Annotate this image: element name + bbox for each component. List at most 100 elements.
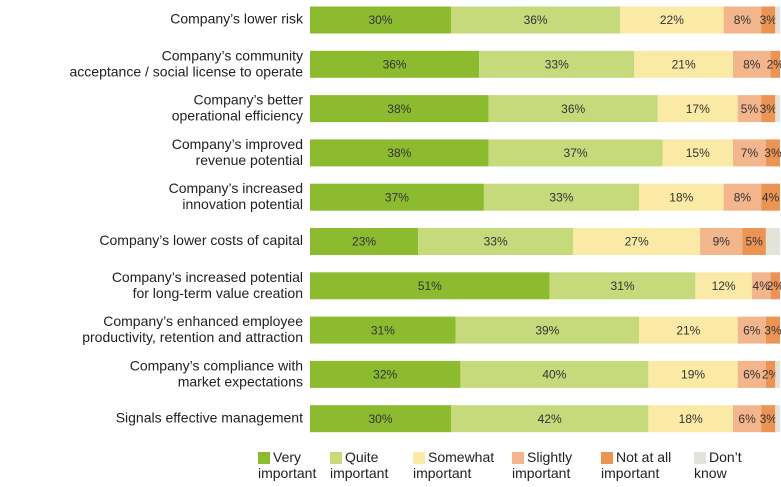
bar-segment	[310, 316, 456, 344]
value-label: 22%	[660, 13, 684, 27]
bar-segment	[765, 360, 776, 388]
value-label: 33%	[549, 190, 573, 204]
category-label: Company’s community acceptance / social l…	[70, 47, 304, 79]
bar-segment	[479, 50, 635, 78]
bar-segment	[775, 405, 780, 433]
category-label: Company’s increased innovation potential	[169, 180, 303, 212]
legend-swatch	[330, 452, 342, 464]
value-label: 39%	[535, 323, 559, 337]
bar-segment	[733, 405, 762, 433]
bar-segment	[418, 228, 574, 255]
category-label: Company’s better operational efficiency	[172, 91, 304, 123]
value-label: 3%	[764, 323, 781, 337]
bar-segment	[455, 316, 639, 344]
bar-segment	[700, 228, 743, 255]
category-label: Company’s increased potential for long-te…	[112, 269, 303, 301]
value-label: 21%	[676, 323, 700, 337]
value-label: 17%	[686, 102, 710, 116]
category-label: Company’s compliance with market expectat…	[130, 357, 303, 389]
bar-segment	[733, 139, 766, 167]
bar-segment	[310, 6, 451, 34]
value-label: 3%	[760, 13, 778, 27]
bar-segment	[573, 228, 701, 255]
legend-swatch	[694, 452, 706, 464]
value-label: 8%	[734, 190, 752, 204]
value-label: 37%	[385, 190, 409, 204]
bar-segment	[733, 50, 771, 78]
category-label: Company’s improved revenue potential	[172, 136, 303, 168]
bar-segment	[310, 360, 461, 388]
value-label: 36%	[383, 57, 407, 71]
value-label: 6%	[743, 323, 761, 337]
bar-segment	[761, 6, 776, 34]
bar-segment	[488, 95, 658, 123]
bar-segment	[770, 272, 780, 300]
value-label: 9%	[713, 235, 731, 249]
value-label: 18%	[679, 412, 703, 426]
legend-label: Don’t know	[694, 449, 742, 481]
bar-segment	[460, 360, 649, 388]
value-label: 2%	[762, 368, 780, 382]
bar-segment	[620, 6, 724, 34]
bar-segment	[488, 139, 663, 167]
value-label: 19%	[681, 368, 705, 382]
legend-label: Somewhat important	[413, 449, 494, 481]
value-label: 21%	[672, 57, 696, 71]
bar-segment	[765, 228, 780, 255]
bar-segment	[761, 95, 776, 123]
category-label: Company’s lower costs of capital	[99, 232, 303, 248]
value-label: 2%	[767, 279, 781, 293]
bar-segment	[310, 405, 451, 433]
value-label: 2%	[767, 57, 781, 71]
bar-segment	[770, 50, 780, 78]
value-label: 18%	[669, 190, 693, 204]
value-label: 3%	[760, 102, 778, 116]
legend-label: Very important	[258, 449, 316, 481]
value-label: 5%	[741, 102, 759, 116]
bar-segment	[639, 316, 738, 344]
bar-segment	[451, 405, 649, 433]
legend-label: Not at all important	[601, 449, 671, 481]
category-label: Company’s lower risk	[170, 11, 304, 27]
bar-segment	[483, 183, 639, 211]
value-label: 5%	[745, 235, 763, 249]
bar-segment	[310, 183, 484, 211]
bar-segment	[775, 95, 780, 123]
bar-segment	[451, 6, 621, 34]
value-label: 33%	[484, 235, 508, 249]
bar-segment	[310, 50, 480, 78]
legend-swatch	[258, 452, 270, 464]
category-label: Signals effective management	[116, 409, 303, 425]
value-label: 37%	[564, 146, 588, 160]
legend-swatch	[512, 452, 524, 464]
value-label: 51%	[418, 279, 442, 293]
bar-segment	[310, 272, 550, 300]
value-label: 8%	[743, 57, 761, 71]
category-label: Company’s enhanced employee productivity,…	[82, 313, 303, 345]
value-label: 8%	[734, 13, 752, 27]
value-label: 23%	[352, 235, 376, 249]
value-label: 36%	[524, 13, 548, 27]
bar-segment	[775, 6, 780, 34]
value-label: 42%	[538, 412, 562, 426]
bar-segment	[775, 360, 780, 388]
bar-segment	[310, 228, 419, 255]
value-label: 4%	[753, 279, 771, 293]
value-label: 6%	[738, 412, 756, 426]
bar-segment	[310, 139, 489, 167]
bar-segment	[761, 405, 776, 433]
bar-segment	[742, 228, 766, 255]
value-label: 4%	[762, 190, 780, 204]
value-label: 33%	[545, 57, 569, 71]
value-label: 30%	[368, 412, 392, 426]
bar-segment	[310, 95, 489, 123]
bar-segment	[695, 272, 752, 300]
bar-segment	[657, 95, 738, 123]
legend-swatch	[601, 452, 613, 464]
value-label: 12%	[712, 279, 736, 293]
legend-label: Slightly important	[512, 449, 572, 481]
bar-segment	[723, 183, 762, 211]
value-label: 32%	[373, 368, 397, 382]
value-label: 40%	[542, 368, 566, 382]
